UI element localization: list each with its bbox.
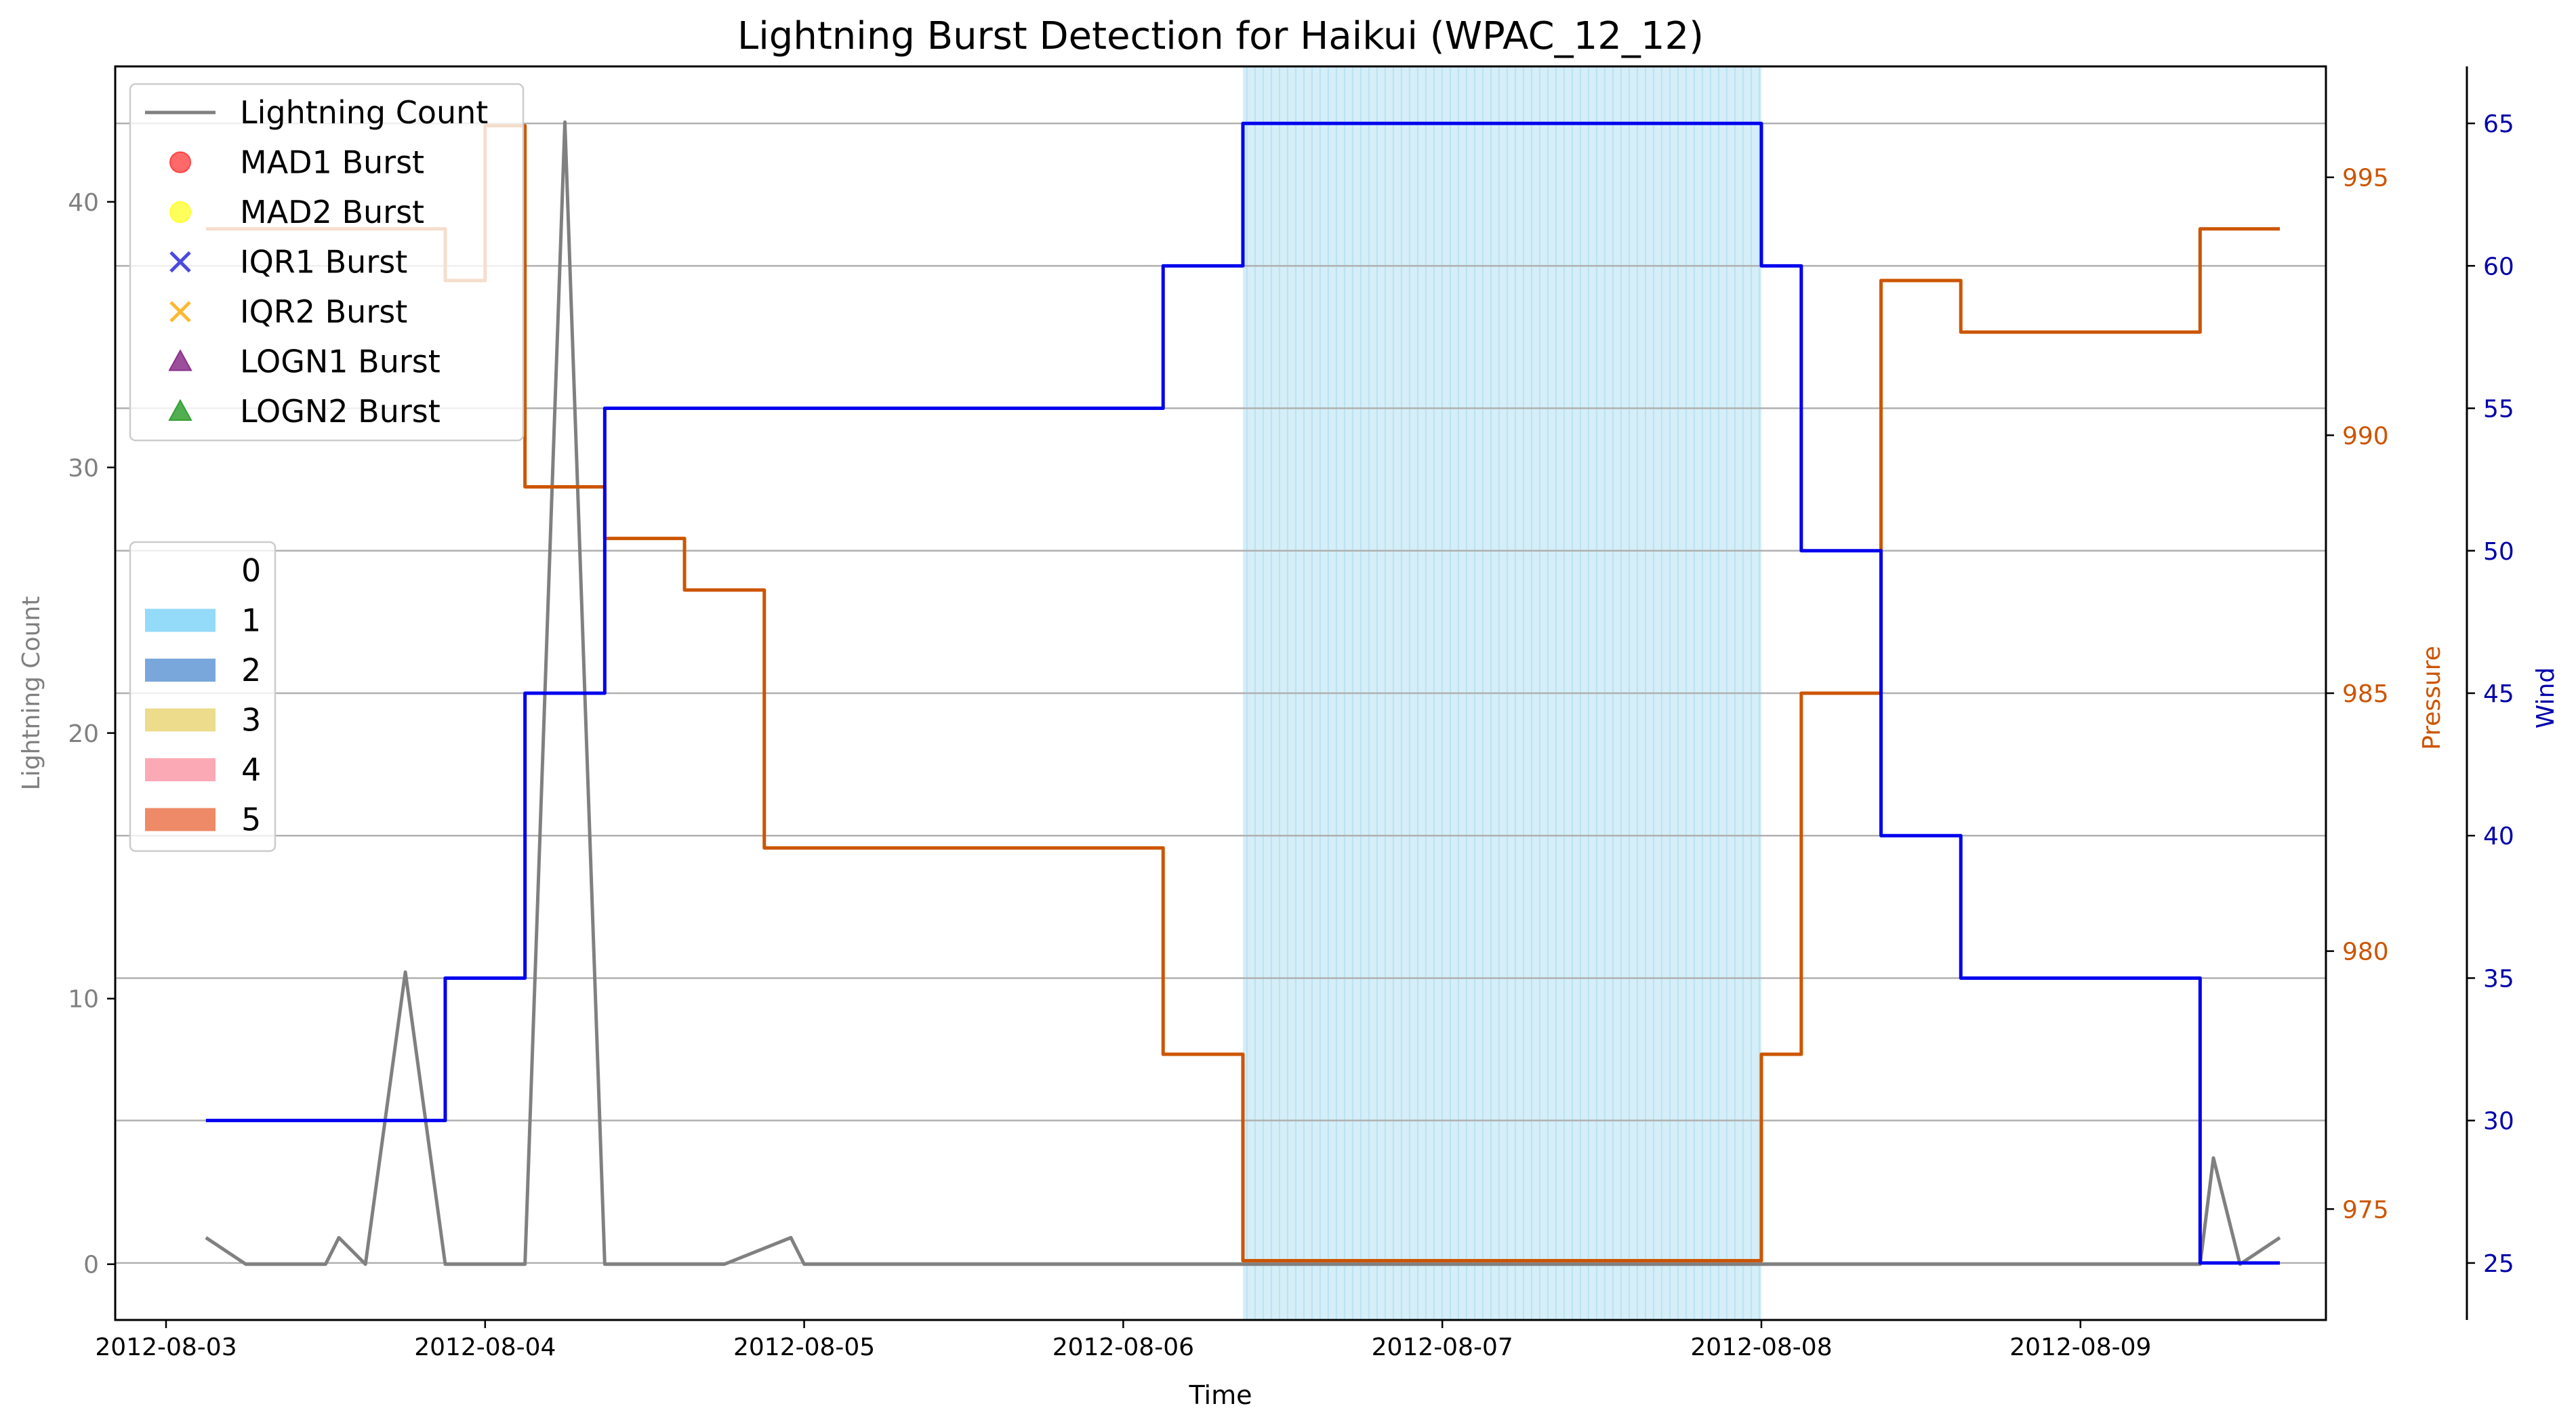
x-tick-label: 2012-08-06 (1052, 1334, 1194, 1361)
legend-label: 3 (241, 702, 261, 739)
x-tick-label: 2012-08-08 (1690, 1334, 1832, 1361)
legend-swatch (145, 808, 216, 831)
x-tick-label: 2012-08-05 (733, 1334, 875, 1361)
pressure-axis-label: Pressure (2418, 646, 2446, 750)
wind-tick-label: 50 (2483, 538, 2514, 566)
pressure-tick-label: 990 (2342, 422, 2389, 450)
legend-label: IQR1 Burst (240, 244, 407, 281)
chart-title: Lightning Burst Detection for Haikui (WP… (737, 14, 1704, 58)
legend-swatch (145, 758, 216, 781)
left-tick-label: 40 (68, 189, 99, 217)
legend-swatch (168, 349, 192, 371)
legend-swatch (168, 398, 192, 421)
x-tick-label: 2012-08-04 (414, 1334, 556, 1361)
wind-tick-label: 55 (2483, 396, 2514, 424)
wind-tick-label: 65 (2483, 110, 2514, 138)
legend-label: 5 (241, 802, 261, 838)
wind-tick-label: 60 (2483, 253, 2514, 281)
wind-tick-label: 30 (2483, 1108, 2514, 1136)
legend-label: MAD2 Burst (240, 194, 424, 230)
x-axis-label: Time (1189, 1380, 1252, 1410)
legend-label: 1 (241, 602, 261, 639)
legend-swatch (145, 708, 216, 732)
legend-label: Lightning Count (240, 94, 488, 131)
left-tick-label: 20 (68, 720, 99, 748)
left-tick-label: 0 (83, 1252, 99, 1279)
wind-tick-label: 25 (2483, 1250, 2514, 1278)
left-tick-label: 30 (68, 455, 99, 482)
legend-swatch (169, 251, 191, 273)
legend-markers: Lightning Count MAD1 Burst MAD2 Burst IQR1 … (129, 83, 525, 442)
pressure-tick-label: 985 (2342, 680, 2389, 708)
legend-swatch (145, 659, 216, 682)
pressure-tick-label: 980 (2342, 938, 2389, 966)
pressure-tick-label: 995 (2342, 165, 2389, 192)
legend-label: LOGN1 Burst (240, 344, 441, 380)
wind-axis-label: Wind (2532, 667, 2560, 728)
legend-label: MAD1 Burst (240, 144, 424, 181)
x-tick-label: 2012-08-09 (2009, 1334, 2151, 1361)
legend-label: 0 (241, 552, 261, 589)
legend-swatch (169, 201, 191, 223)
wind-tick-label: 45 (2483, 680, 2514, 708)
legend-label: 4 (241, 751, 261, 788)
x-tick-label: 2012-08-03 (95, 1334, 237, 1361)
axes: 2012-08-03 2012-08-04 2012-08-05 2012-08-06… (68, 110, 2514, 1361)
x-tick-label: 2012-08-07 (1372, 1334, 1513, 1361)
legend-categories: 0 1 2 3 4 5 (129, 541, 277, 852)
legend-box (129, 83, 525, 442)
series-lightning-count (205, 120, 2281, 1266)
legend-label: 2 (241, 652, 261, 688)
legend-label: LOGN2 Burst (240, 393, 441, 430)
wind-tick-label: 40 (2483, 823, 2514, 850)
left-tick-label: 10 (68, 986, 99, 1014)
legend-swatch (169, 301, 191, 323)
wind-tick-label: 35 (2483, 965, 2514, 993)
legend-swatch (169, 151, 191, 173)
series-wind (205, 121, 2281, 1265)
legend-swatch (145, 608, 216, 632)
legend-label: IQR2 Burst (240, 293, 407, 330)
left-axis-label: Lightning Count (18, 596, 45, 791)
pressure-tick-label: 975 (2342, 1196, 2389, 1224)
